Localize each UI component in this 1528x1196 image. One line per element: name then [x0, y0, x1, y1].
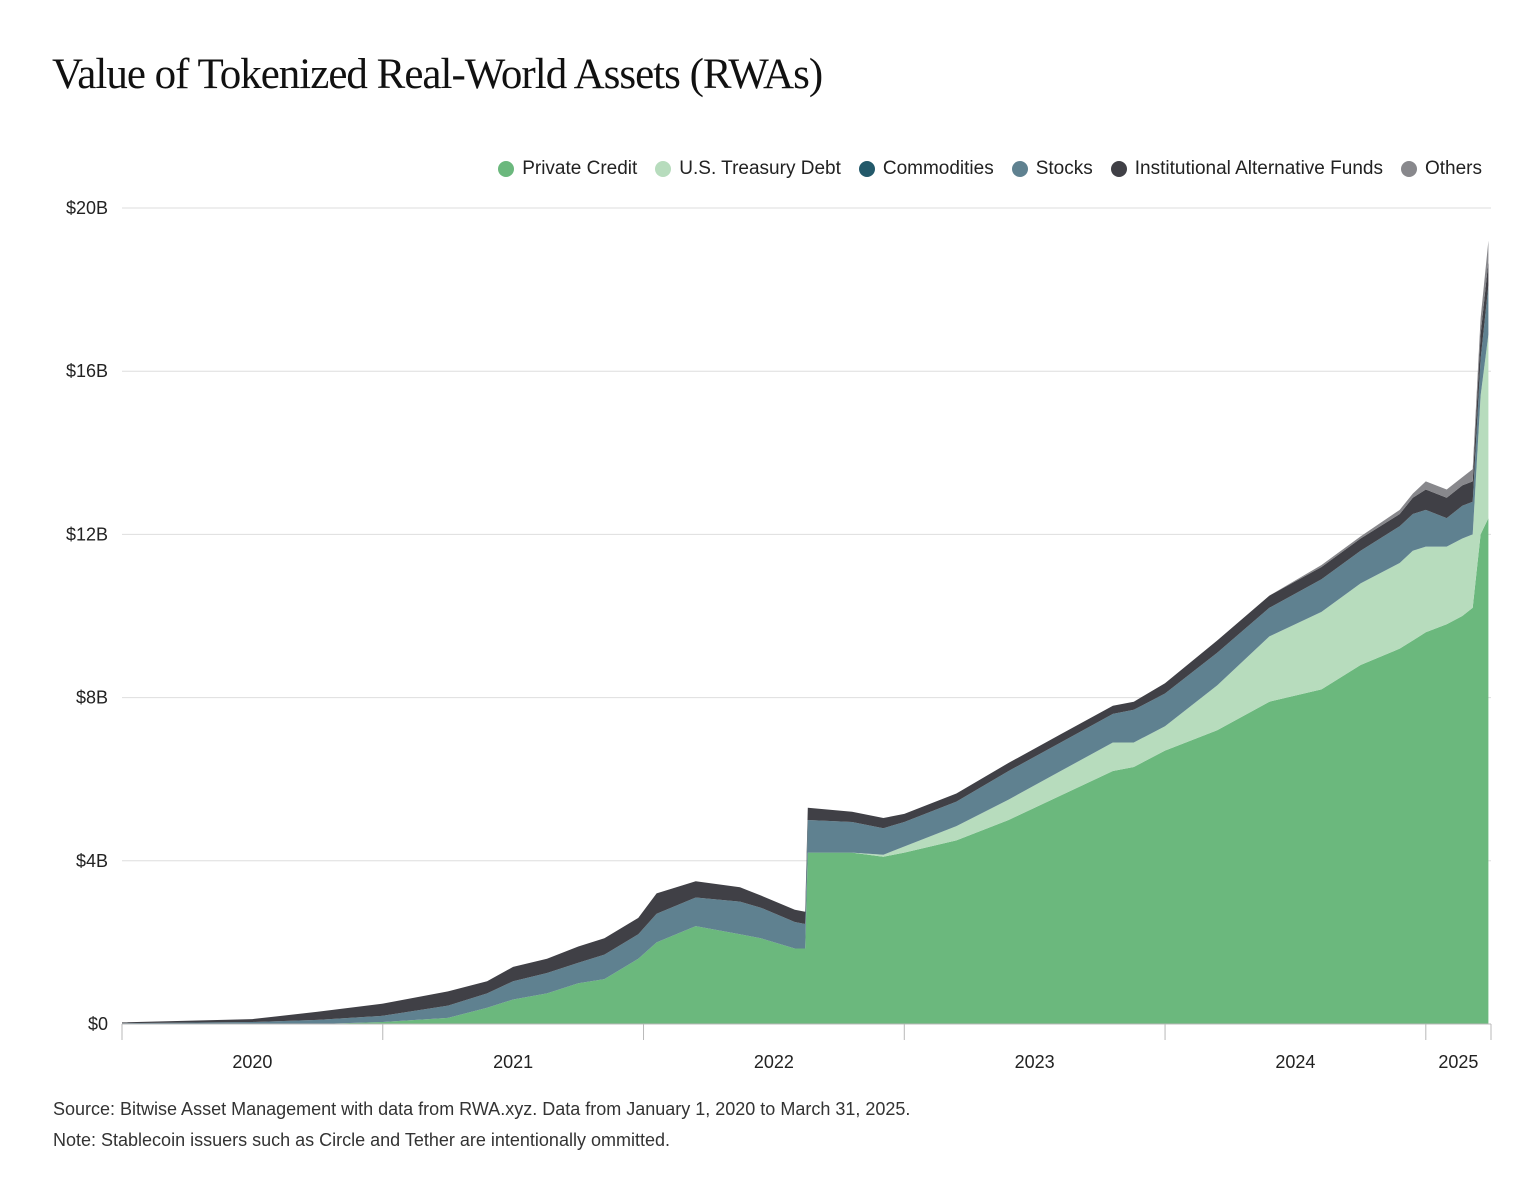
x-tick-label: 2024 — [1275, 1052, 1315, 1072]
legend-item-stocks: Stocks — [1011, 158, 1093, 180]
x-tick-label: 2023 — [1015, 1052, 1055, 1072]
series-area-private-credit — [122, 518, 1489, 1024]
x-tick-label: 2022 — [754, 1052, 794, 1072]
legend-item-private-credit: Private Credit — [498, 158, 637, 180]
legend-swatch-others — [1400, 161, 1417, 177]
legend-label-us-treasury-debt: U.S. Treasury Debt — [679, 158, 841, 179]
legend-swatch-commodities — [858, 161, 875, 177]
legend-item-institutional-alternative-funds: Institutional Alternative Funds — [1110, 158, 1383, 180]
footnote: Note: Stablecoin issuers such as Circle … — [53, 1130, 670, 1150]
x-tick-label: 2025 — [1438, 1052, 1478, 1072]
legend-item-others: Others — [1400, 158, 1482, 180]
legend-label-commodities: Commodities — [882, 158, 994, 179]
y-tick-label: $12B — [66, 524, 108, 544]
y-tick-label: $0 — [88, 1014, 108, 1034]
legend-label-institutional-alternative-funds: Institutional Alternative Funds — [1134, 158, 1383, 179]
legend-item-commodities: Commodities — [858, 158, 994, 180]
legend-label-private-credit: Private Credit — [522, 158, 638, 179]
legend-swatch-us-treasury-debt — [655, 161, 672, 177]
x-tick-label: 2021 — [493, 1052, 533, 1072]
source-note: Source: Bitwise Asset Management with da… — [53, 1099, 911, 1119]
legend-item-us-treasury-debt: U.S. Treasury Debt — [655, 158, 841, 180]
legend-swatch-private-credit — [498, 161, 515, 177]
y-tick-label: $8B — [76, 688, 108, 708]
chart-title: Value of Tokenized Real-World Assets (RW… — [52, 51, 823, 98]
y-tick-label: $4B — [76, 851, 108, 871]
legend-swatch-stocks — [1011, 161, 1028, 177]
legend-swatch-institutional-alternative-funds — [1110, 161, 1127, 177]
legend-label-stocks: Stocks — [1035, 158, 1093, 179]
series-areas — [122, 240, 1489, 1024]
x-tick-label: 2020 — [232, 1052, 272, 1072]
legend-label-others: Others — [1424, 158, 1482, 179]
chart-legend: Private Credit U.S. Treasury Debt Commod… — [498, 158, 1482, 180]
series-area-stocks — [122, 285, 1489, 1024]
axes: $0 $4B $8B $12B $16B $20B 2020 2021 2022 2023 2024… — [66, 198, 1492, 1072]
y-tick-label: $16B — [66, 361, 108, 381]
y-tick-label: $20B — [66, 198, 108, 218]
